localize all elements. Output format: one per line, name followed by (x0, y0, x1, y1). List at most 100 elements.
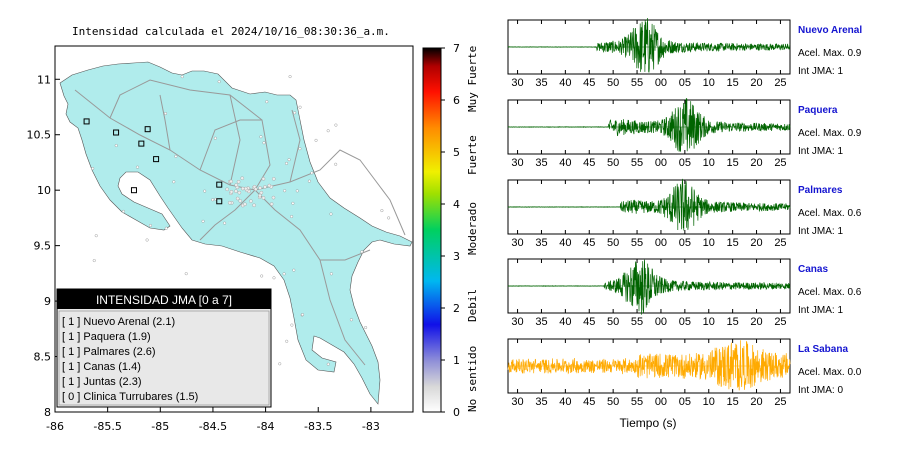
city-dot (238, 199, 243, 203)
town-dot (326, 362, 330, 366)
legend-item: [ 1 ] Paquera (1.9) (62, 331, 151, 343)
station-jma: Int JMA: 0 (798, 385, 843, 396)
town-dot (94, 234, 98, 238)
time-tick-label: 10 (703, 77, 715, 89)
town-dot (145, 238, 149, 242)
time-tick-label: 25 (774, 316, 786, 328)
town-dot (223, 221, 227, 225)
town-dot (91, 167, 95, 171)
map-y-axis: 11 10.5 10 9.5 9 8.5 8 (27, 73, 60, 419)
time-tick-label: 25 (774, 396, 786, 408)
legend-header-bg (57, 289, 271, 309)
station-jma: Int JMA: 1 (798, 305, 843, 316)
town-dot (291, 201, 295, 205)
map-x-tick-label: -85.5 (93, 420, 121, 433)
town-dot (259, 135, 263, 139)
station-name: La Sabana (798, 344, 848, 355)
waveform-trace (507, 340, 791, 391)
station-marker (138, 140, 145, 147)
map-y-tick-label: 9.5 (34, 240, 52, 253)
city-dot (243, 202, 247, 207)
waveform-panels: 30 35 40 45 50 55 00 05 10 15 20 25 Nuevo Arenal Acel… (507, 17, 862, 408)
time-tick-label: 10 (703, 396, 715, 408)
town-dot (265, 100, 269, 104)
town-dot (283, 189, 287, 193)
town-dot (211, 198, 215, 202)
town-dot (364, 326, 368, 330)
town-dot (148, 224, 152, 228)
city-dot (269, 202, 274, 206)
colorbar-tick-label: 6 (453, 94, 460, 107)
time-tick-label: 45 (583, 157, 595, 169)
waveform-panel: 30 35 40 45 50 55 00 05 10 15 20 25 Nuevo Arenal Acel… (507, 17, 862, 89)
city-dot (259, 190, 264, 195)
city-dot (252, 203, 256, 208)
city-dot (234, 183, 239, 187)
waveform-panel: 30 35 40 45 50 55 00 05 10 15 20 25 Paquera Acel. Max… (507, 97, 862, 169)
station-jma: Int JMA: 1 (798, 146, 843, 157)
town-dot (387, 216, 391, 220)
time-tick-label: 50 (607, 316, 619, 328)
town-dot (290, 323, 294, 327)
time-tick-label: 15 (727, 396, 739, 408)
town-dot (180, 75, 184, 79)
town-dot (334, 162, 338, 166)
legend-item: [ 1 ] Nuevo Arenal (2.1) (62, 316, 175, 328)
time-tick-label: 25 (774, 77, 786, 89)
town-dot (298, 147, 302, 151)
road (199, 189, 256, 241)
time-tick-label: 40 (559, 237, 571, 249)
time-tick-label: 30 (511, 237, 523, 249)
time-tick-label: 05 (679, 77, 691, 89)
town-dot (287, 158, 291, 162)
map-y-tick-label: 8 (44, 406, 51, 419)
time-tick-label: 45 (583, 237, 595, 249)
colorbar-tick-label: 2 (453, 302, 460, 315)
town-dot (329, 212, 333, 216)
time-tick-label: 40 (559, 396, 571, 408)
town-dot (164, 112, 168, 116)
town-dot (285, 161, 289, 165)
time-tick-label: 20 (750, 157, 762, 169)
station-marker (144, 126, 151, 133)
colorbar-tick-label: 4 (453, 198, 460, 211)
time-tick-label: 35 (535, 237, 547, 249)
time-tick-label: 00 (655, 316, 667, 328)
time-tick-label: 05 (679, 157, 691, 169)
map-y-tick-label: 11 (37, 73, 51, 86)
waveform-panel: 30 35 40 45 50 55 00 05 10 15 20 25 La Sabana Acel. M… (507, 338, 862, 408)
map-x-axis: -86 -85.5 -85 -84.5 -84 -83.5 -83 (46, 407, 380, 433)
city-dot (234, 189, 238, 193)
time-tick-label: 30 (511, 77, 523, 89)
time-tick-label: 50 (607, 396, 619, 408)
station-name: Nuevo Arenal (798, 25, 862, 36)
map-y-tick-label: 9 (44, 295, 51, 308)
map-x-tick-label: -83 (362, 420, 380, 433)
colorbar-label-moderado: Moderado (466, 202, 479, 255)
station-acel: Acel. Max. 0.6 (798, 287, 862, 298)
map-x-tick-label: -85 (151, 420, 169, 433)
map-y-tick-label: 10.5 (27, 129, 52, 142)
station-jma: Int JMA: 1 (798, 226, 843, 237)
time-tick-label: 40 (559, 77, 571, 89)
city-dot (261, 196, 266, 200)
time-tick-label: 30 (511, 396, 523, 408)
city-dot (237, 190, 242, 195)
city-dot (229, 179, 233, 184)
time-tick-label: 30 (511, 157, 523, 169)
time-tick-label: 10 (703, 316, 715, 328)
town-dot (174, 154, 178, 158)
city-dot (267, 183, 272, 188)
town-dot (349, 318, 353, 322)
colorbar-ticks: 0 1 2 3 4 5 6 7 (441, 42, 460, 419)
road (289, 109, 301, 183)
time-tick-label: 50 (607, 237, 619, 249)
road (109, 79, 271, 191)
station-marker (216, 181, 223, 188)
station-marker (113, 129, 120, 136)
station-acel: Acel. Max. 0.9 (798, 48, 862, 59)
time-tick-label: 15 (727, 157, 739, 169)
intensity-colorbar: 0 1 2 3 4 5 6 7 No sentido Debil Moderado Fuert… (422, 42, 479, 419)
city-dot (263, 185, 267, 189)
time-tick-label: 20 (750, 396, 762, 408)
